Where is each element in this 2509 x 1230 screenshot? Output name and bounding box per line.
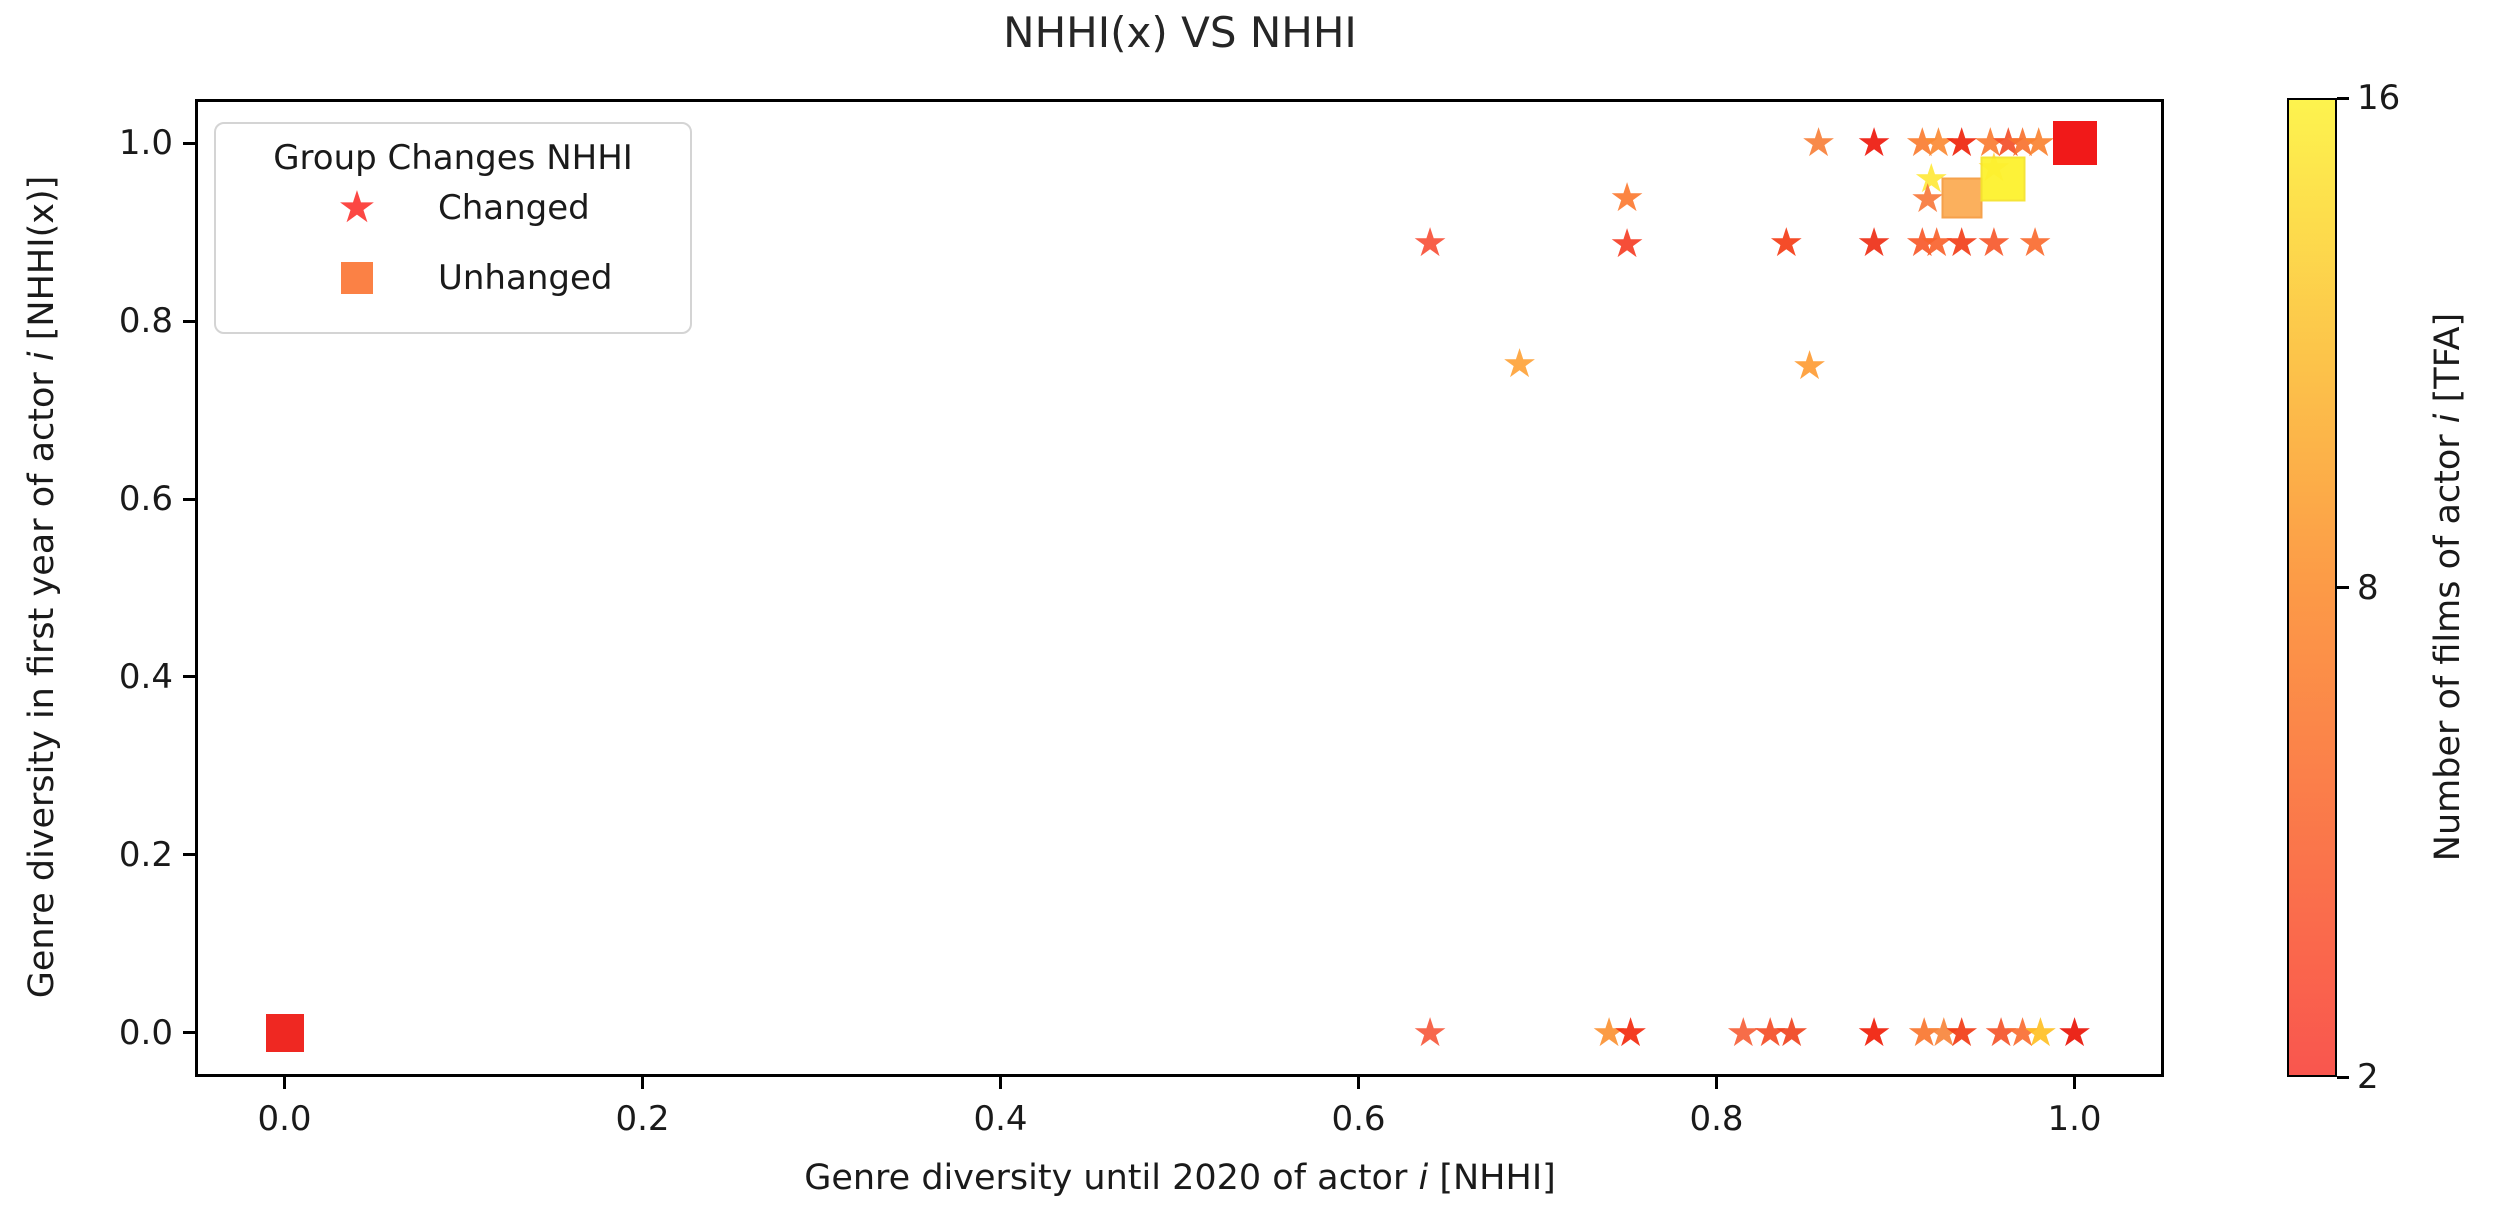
y-tick-label: 1.0 xyxy=(118,123,173,164)
scatter-point-square xyxy=(2052,121,2097,166)
y-tick-label: 0.0 xyxy=(118,1012,173,1053)
x-tick-label: 0.2 xyxy=(615,1099,670,1139)
x-tick-label: 0.6 xyxy=(1331,1099,1386,1139)
x-tick-mark xyxy=(1357,1077,1360,1089)
y-tick-mark xyxy=(183,141,195,145)
x-tick-mark xyxy=(641,1077,644,1089)
legend-label-unhanged: Unhanged xyxy=(438,258,613,298)
colorbar-tick-mark xyxy=(2337,96,2349,100)
scatter-point-star: ★ xyxy=(2020,120,2057,167)
scatter-point-star: ★ xyxy=(1501,340,1538,387)
legend-entry-changed: ★ Changed xyxy=(216,182,690,238)
scatter-point-star: ★ xyxy=(1856,1009,1892,1056)
scatter-point-star: ★ xyxy=(1904,220,1941,267)
scatter-point-star: ★ xyxy=(1909,175,1946,222)
colorbar-tick-mark xyxy=(2337,586,2349,589)
scatter-point-star: ★ xyxy=(1976,220,2012,267)
scatter-point-star: ★ xyxy=(1943,120,1980,167)
y-tick-label: 0.6 xyxy=(118,479,173,520)
legend-label-changed: Changed xyxy=(438,188,590,228)
scatter-point-star: ★ xyxy=(1791,342,1828,389)
scatter-point-star: ★ xyxy=(1856,120,1892,167)
y-tick-mark xyxy=(183,675,195,679)
scatter-point-star: ★ xyxy=(1609,174,1645,221)
scatter-point-star: ★ xyxy=(1943,1009,1980,1056)
scatter-point-star: ★ xyxy=(1906,1009,1943,1056)
scatter-point-star: ★ xyxy=(1904,120,1941,167)
colorbar-tick-label: 2 xyxy=(2357,1057,2379,1097)
scatter-point-star: ★ xyxy=(2004,1009,2041,1056)
colorbar-tick-label: 8 xyxy=(2357,567,2379,608)
scatter-point-star: ★ xyxy=(1725,1009,1762,1056)
scatter-point-star: ★ xyxy=(1612,1009,1649,1056)
scatter-point-star: ★ xyxy=(1591,1009,1628,1056)
x-tick-mark xyxy=(1715,1077,1718,1089)
square-marker-icon xyxy=(312,252,402,298)
scatter-point-star: ★ xyxy=(1752,1009,1789,1056)
x-tick-mark xyxy=(283,1077,286,1089)
scatter-point-star: ★ xyxy=(1918,220,1955,267)
scatter-point-star: ★ xyxy=(1943,220,1980,267)
colorbar-label: Number of films of actor i [TFA] xyxy=(2428,312,2468,862)
x-tick-mark xyxy=(999,1077,1002,1089)
scatter-point-star: ★ xyxy=(1920,120,1957,167)
y-tick-label: 0.2 xyxy=(118,834,173,875)
x-tick-label: 0.8 xyxy=(1689,1099,1744,1139)
scatter-point-star: ★ xyxy=(1773,1009,1810,1056)
scatter-point-star: ★ xyxy=(2056,1009,2093,1056)
y-tick-mark xyxy=(183,1031,195,1035)
x-tick-label: 0.0 xyxy=(257,1099,312,1139)
scatter-point-star: ★ xyxy=(1609,220,1645,267)
x-tick-mark xyxy=(2073,1077,2076,1089)
scatter-point-square xyxy=(265,1013,304,1052)
scatter-point-star: ★ xyxy=(2022,1009,2059,1056)
star-marker-icon: ★ xyxy=(337,182,377,233)
legend-title: Group Changes NHHI xyxy=(273,138,633,178)
colorbar-tick-mark xyxy=(2337,1075,2349,1079)
scatter-point-square xyxy=(1941,177,1983,219)
scatter-point-star: ★ xyxy=(1983,1009,2020,1056)
legend-entry-unhanged: Unhanged xyxy=(216,252,690,308)
x-axis-label: Genre diversity until 2020 of actor i [N… xyxy=(804,1158,1556,1198)
scatter-point-star: ★ xyxy=(1800,120,1837,167)
scatter-point-star: ★ xyxy=(1856,220,1892,267)
scatter-point-star: ★ xyxy=(1925,1009,1962,1056)
y-tick-label: 0.8 xyxy=(118,301,173,342)
x-tick-label: 1.0 xyxy=(2047,1099,2102,1139)
y-tick-mark xyxy=(183,497,195,501)
x-tick-label: 0.4 xyxy=(973,1099,1028,1139)
scatter-point-star: ★ xyxy=(1412,220,1449,267)
colorbar xyxy=(2287,98,2337,1077)
y-tick-mark xyxy=(183,853,195,857)
scatter-point-star: ★ xyxy=(1412,1009,1449,1056)
y-axis-label: Genre diversity in first year of actor i… xyxy=(22,175,62,999)
scatter-point-star: ★ xyxy=(2017,220,2054,267)
colorbar-tick-label: 16 xyxy=(2357,78,2401,118)
y-tick-label: 0.4 xyxy=(118,656,173,697)
scatter-point-square xyxy=(1980,156,2026,202)
y-tick-mark xyxy=(183,319,195,323)
chart-title: NHHI(x) VS NHHI xyxy=(1003,8,1357,57)
legend: Group Changes NHHI ★ Changed Unhanged xyxy=(214,122,692,334)
scatter-point-star: ★ xyxy=(1768,220,1805,267)
